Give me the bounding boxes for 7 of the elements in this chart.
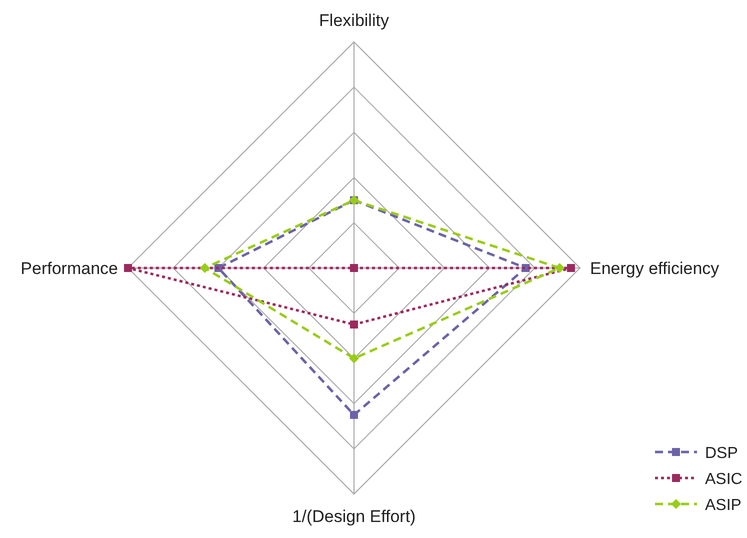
spoke-label: 1/(Design Effort): [292, 507, 416, 526]
legend-label: ASIP: [705, 497, 742, 514]
spoke-label: Energy efficiency: [590, 259, 720, 278]
spoke-label: Flexibility: [319, 11, 390, 30]
spoke-label: Performance: [20, 259, 118, 278]
legend-label: DSP: [705, 445, 738, 462]
legend-label: ASIC: [705, 471, 742, 488]
